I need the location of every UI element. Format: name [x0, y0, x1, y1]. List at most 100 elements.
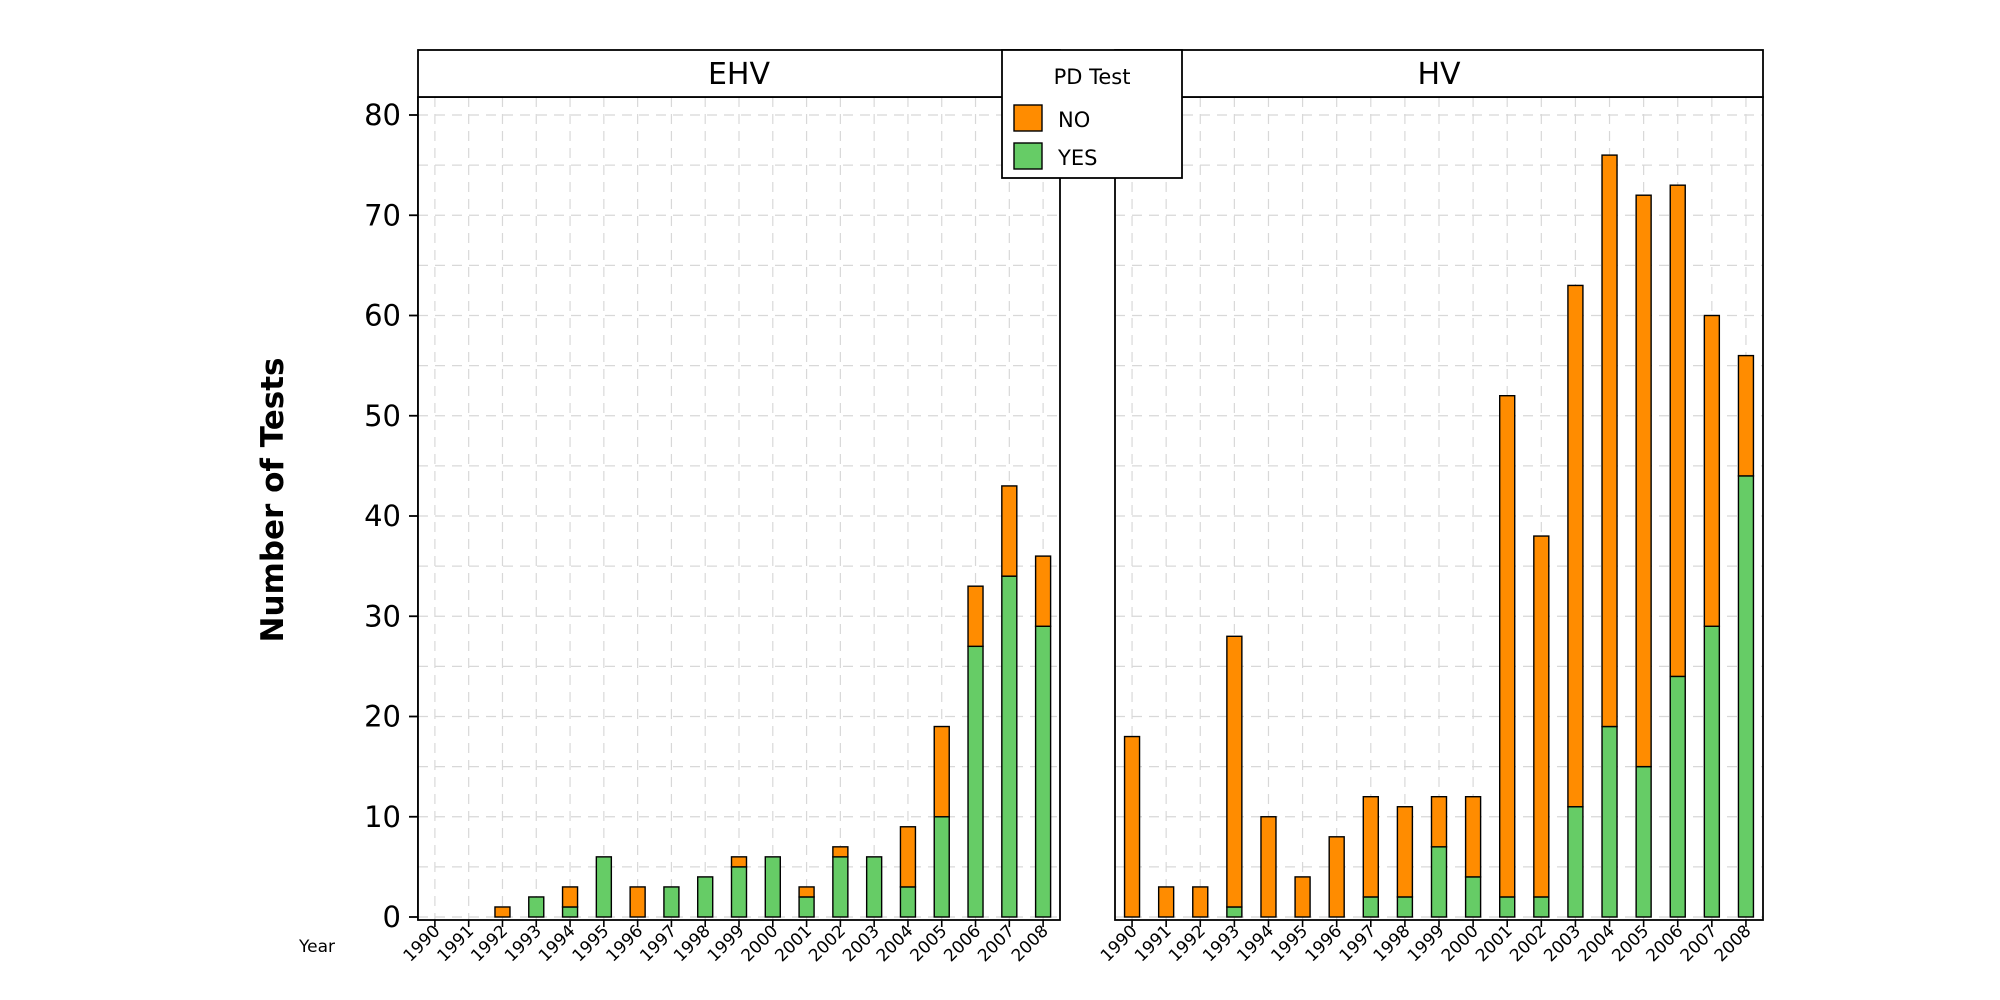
- bar-yes-hv-1993: [1226, 906, 1243, 918]
- bar-yes-ehv-2002: [832, 856, 849, 918]
- bar-yes-hv-2001: [1499, 896, 1516, 918]
- x-tick-label: 1992: [467, 921, 512, 966]
- x-tick-label: 2001: [771, 921, 816, 966]
- bar-yes-ehv-1997: [663, 886, 680, 918]
- x-tick-label: 2008: [1008, 921, 1053, 966]
- bar-yes-ehv-2005: [933, 816, 950, 918]
- bar-no-ehv-2001: [798, 886, 815, 898]
- bar-yes-ehv-1998: [697, 876, 714, 918]
- bar-no-hv-2002: [1533, 535, 1550, 898]
- x-tick-label: 1999: [1404, 921, 1449, 966]
- bar-no-hv-1992: [1192, 886, 1209, 918]
- panel-strip: [417, 49, 1061, 98]
- legend: PD Test NO YES: [1001, 49, 1183, 179]
- x-tick-label: 2002: [805, 921, 850, 966]
- panel-ehv: 1990199119921993199419951996199719981999…: [400, 49, 1061, 966]
- bar-no-hv-1999: [1430, 796, 1448, 848]
- x-axis-caption: Year: [298, 937, 335, 957]
- legend-swatch-yes: [1013, 142, 1043, 170]
- y-tick-label: 70: [364, 198, 401, 232]
- bar-no-ehv-2007: [1001, 485, 1018, 577]
- x-tick-label: 2000: [1438, 921, 1483, 966]
- bar-yes-ehv-1994: [561, 906, 579, 918]
- x-tick-label: 2007: [974, 921, 1019, 966]
- x-tick-label: 2003: [1540, 921, 1585, 966]
- y-tick-label: 40: [364, 499, 401, 533]
- y-tick-label: 10: [364, 800, 401, 834]
- panel-strip-label: HV: [1417, 57, 1461, 92]
- bar-no-hv-2006: [1669, 184, 1686, 678]
- y-tick-label: 60: [364, 299, 401, 333]
- bar-yes-hv-2002: [1533, 896, 1550, 918]
- x-tick-label: 2003: [839, 921, 884, 966]
- x-tick-label: 2006: [1643, 921, 1688, 966]
- legend-entry-no: NO: [1058, 108, 1090, 132]
- bar-no-ehv-2008: [1034, 555, 1052, 627]
- x-tick-label: 2007: [1677, 921, 1722, 966]
- bar-no-hv-1994: [1260, 816, 1277, 918]
- x-tick-label: 1997: [636, 921, 681, 966]
- bar-yes-ehv-2004: [899, 886, 917, 918]
- y-tick-label: 20: [364, 700, 401, 734]
- panels: 1990199119921993199419951996199719981999…: [400, 49, 1764, 966]
- y-tick-label: 50: [364, 399, 401, 433]
- bar-yes-hv-2005: [1635, 765, 1652, 918]
- x-tick-label: 1990: [1097, 921, 1142, 966]
- panel-hv: 1990199119921993199419951996199719981999…: [1097, 49, 1764, 966]
- bar-yes-hv-2004: [1601, 725, 1618, 918]
- bar-no-ehv-2005: [933, 725, 950, 818]
- x-tick-label: 1999: [704, 921, 749, 966]
- bar-no-ehv-2004: [899, 826, 917, 888]
- bar-yes-ehv-2006: [967, 645, 984, 918]
- x-tick-label: 2004: [873, 921, 918, 966]
- x-tick-label: 2005: [907, 921, 952, 966]
- bar-yes-ehv-2000: [764, 856, 781, 918]
- bar-no-hv-1997: [1362, 796, 1379, 898]
- bar-yes-hv-1999: [1430, 846, 1448, 918]
- x-tick-label: 2004: [1574, 921, 1619, 966]
- bar-no-hv-1996: [1328, 836, 1345, 918]
- x-tick-label: 2002: [1506, 921, 1551, 966]
- y-tick-label: 80: [364, 98, 401, 132]
- panel-strip-label: EHV: [708, 57, 771, 92]
- x-tick-label: 1995: [569, 921, 614, 966]
- bar-yes-ehv-2001: [798, 896, 815, 918]
- bar-no-ehv-1996: [629, 886, 646, 918]
- bar-no-ehv-2006: [967, 585, 984, 648]
- bar-no-hv-1998: [1396, 806, 1414, 898]
- bar-yes-hv-2006: [1669, 675, 1686, 918]
- bar-no-hv-2001: [1499, 395, 1516, 898]
- bar-no-hv-2005: [1635, 194, 1652, 768]
- x-tick-label: 1992: [1165, 921, 1210, 966]
- bar-yes-ehv-1995: [595, 856, 613, 918]
- x-tick-label: 1998: [670, 921, 715, 966]
- bar-yes-hv-2000: [1464, 876, 1482, 918]
- bar-no-hv-2008: [1737, 354, 1755, 477]
- bar-yes-hv-2007: [1703, 625, 1721, 918]
- y-axis: 0 10 20 30 40 50 60 70 80: [364, 97, 419, 934]
- x-tick-label: 1990: [400, 921, 445, 966]
- x-tick-label: 2008: [1711, 921, 1756, 966]
- panel-strip: [1114, 49, 1764, 98]
- x-tick-label: 1996: [602, 921, 647, 966]
- bar-no-hv-2000: [1464, 796, 1482, 878]
- bar-no-hv-1990: [1123, 735, 1141, 918]
- x-tick-label: 1998: [1370, 921, 1415, 966]
- x-tick-label: 1994: [535, 921, 580, 966]
- bar-no-hv-2003: [1567, 284, 1584, 808]
- bar-no-hv-1995: [1294, 876, 1311, 918]
- bar-yes-hv-1997: [1362, 896, 1379, 918]
- bar-no-hv-2004: [1601, 154, 1618, 728]
- x-tick-label: 2005: [1608, 921, 1653, 966]
- bar-yes-hv-2008: [1737, 475, 1755, 918]
- legend-swatch-no: [1013, 104, 1043, 132]
- bar-no-hv-2007: [1703, 314, 1721, 627]
- bar-no-hv-1991: [1157, 886, 1175, 918]
- x-tick-label: 2000: [738, 921, 783, 966]
- y-tick-label: 0: [383, 900, 401, 934]
- bar-no-ehv-2002: [832, 846, 849, 858]
- bar-no-ehv-1994: [561, 886, 579, 908]
- x-tick-label: 1991: [1131, 921, 1176, 966]
- x-tick-label: 1993: [501, 921, 546, 966]
